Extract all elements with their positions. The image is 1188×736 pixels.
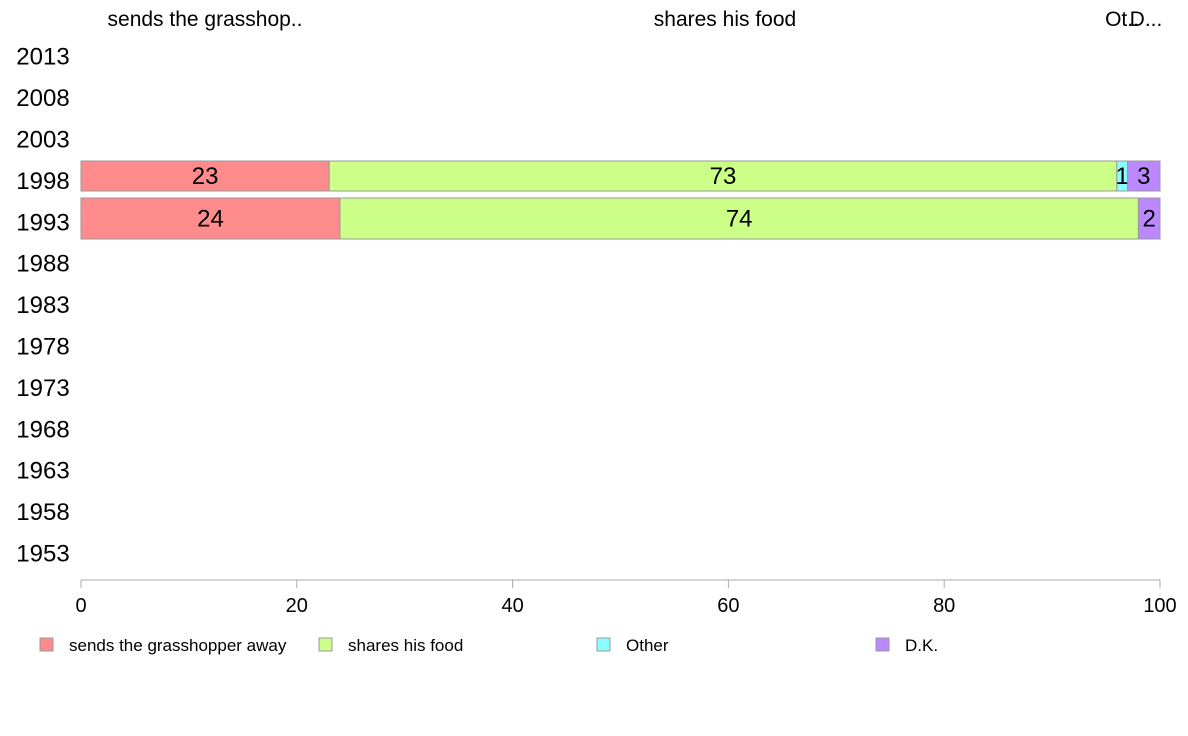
legend: sends the grasshopper away shares his foo… <box>39 636 938 655</box>
bar-value-label: 2 <box>1143 206 1156 233</box>
year-label: 2008 <box>16 85 69 112</box>
legend-label: Other <box>626 636 669 655</box>
year-label: 2003 <box>16 127 69 154</box>
bar-segment <box>339 197 1139 240</box>
bar-segment <box>1137 197 1161 240</box>
year-label: 1958 <box>16 499 69 526</box>
legend-label: sends the grasshopper away <box>69 636 287 655</box>
x-tick-label: 40 <box>501 595 523 617</box>
year-axis-labels: 2013 2008 2003 1998 1993 1988 1983 1978 1973 1968… <box>16 44 69 568</box>
year-label: 1983 <box>16 292 69 319</box>
legend-swatch <box>318 637 333 652</box>
year-label: 2013 <box>16 44 69 71</box>
bars: 23 73 1 3 24 74 2 <box>80 160 1161 240</box>
column-header: Ot.. <box>1105 8 1139 31</box>
x-tick-label: 20 <box>286 595 308 617</box>
bar-value-label: 3 <box>1137 163 1150 190</box>
year-label: 1973 <box>16 375 69 402</box>
bar-value-label: 23 <box>192 163 219 190</box>
year-label: 1988 <box>16 251 69 278</box>
x-tick-label: 100 <box>1143 595 1176 617</box>
bar-value-label: 24 <box>197 206 224 233</box>
bar-segment <box>1127 160 1161 192</box>
legend-label: shares his food <box>348 636 463 655</box>
year-label: 1993 <box>16 209 69 236</box>
bar-value-label: 74 <box>726 206 753 233</box>
x-tick-label: 60 <box>717 595 739 617</box>
bar-value-label: 73 <box>710 163 737 190</box>
year-label: 1978 <box>16 334 69 361</box>
column-header: D... <box>1130 8 1163 31</box>
year-label: 1963 <box>16 458 69 485</box>
bar-segment <box>80 197 341 240</box>
year-label: 1968 <box>16 416 69 443</box>
column-header: shares his food <box>654 8 796 31</box>
x-tick-label: 80 <box>933 595 955 617</box>
year-label: 1998 <box>16 168 69 195</box>
bar-segment <box>328 160 1118 192</box>
bar-value-label: 1 <box>1116 163 1129 190</box>
legend-swatch <box>596 637 611 652</box>
column-headers: sends the grasshop.. shares his food Ot..D… <box>108 8 1163 31</box>
legend-swatch <box>39 637 54 652</box>
year-label: 1953 <box>16 541 69 568</box>
legend-label: D.K. <box>905 636 938 655</box>
legend-swatch <box>875 637 890 652</box>
x-tick-label: 0 <box>75 595 86 617</box>
x-axis: 0 20 40 60 80 100 <box>75 579 1177 617</box>
column-header: sends the grasshop.. <box>108 8 303 31</box>
